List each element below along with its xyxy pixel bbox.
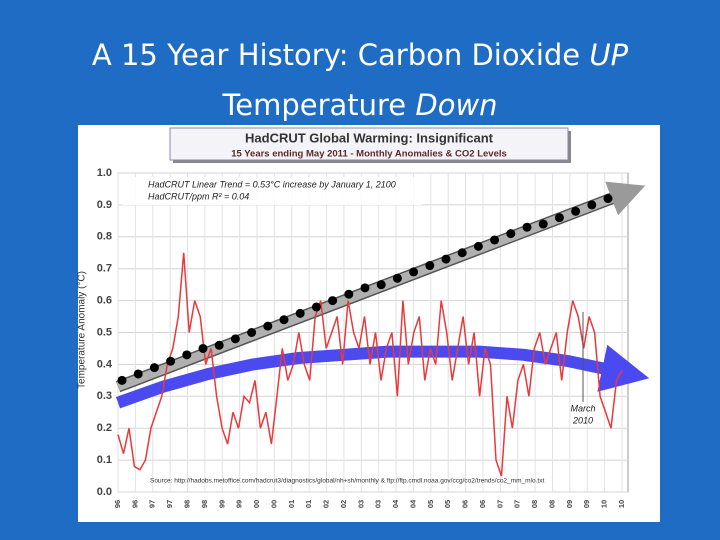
y-tick-label: 0.6 [97, 295, 112, 307]
chart-subtitle: 15 Years ending May 2011 - Monthly Anoma… [231, 149, 507, 160]
co2-dot [538, 219, 548, 229]
title-text: A 15 Year History: Carbon Dioxide [91, 38, 581, 72]
x-tick-label: 09 [582, 500, 591, 508]
x-tick-label: 01 [304, 500, 313, 508]
co2-dot [198, 343, 208, 353]
co2-dot [587, 200, 597, 210]
source-note: Source: http://hadobs.metoffice.com/hadc… [150, 478, 544, 485]
x-tick-label: 97 [148, 500, 157, 508]
co2-dot [247, 328, 257, 337]
annotation: HadCRUT Linear Trend = 0.53°C increase b… [148, 179, 396, 189]
x-tick-label: 10 [600, 500, 609, 508]
x-tick-label: 00 [269, 500, 278, 508]
y-tick-label: 1.0 [97, 167, 112, 179]
co2-dot [441, 254, 451, 264]
x-tick-label: 09 [565, 500, 574, 508]
y-tick-label: 0.2 [97, 422, 112, 434]
y-tick-label: 0.5 [97, 326, 112, 338]
x-tick-label: 06 [461, 500, 470, 508]
x-tick-label: 08 [547, 500, 556, 508]
co2-dot [490, 235, 500, 245]
co2-dot [117, 375, 127, 385]
x-tick-label: 05 [443, 500, 452, 508]
title-emphasis: Down [415, 88, 498, 122]
co2-dot [344, 289, 354, 299]
y-tick-label: 0.8 [97, 231, 112, 243]
x-tick-label: 04 [391, 499, 400, 508]
title-box [169, 127, 569, 161]
co2-dot [214, 340, 224, 350]
annotation: HadCRUT/ppm R² = 0.04 [148, 191, 249, 201]
co2-dot [571, 206, 581, 216]
x-tick-label: 05 [426, 500, 435, 508]
x-tick-label: 00 [252, 500, 261, 508]
title-text: Temperature [222, 88, 407, 122]
slide-title: A 15 Year History: Carbon Dioxide UP Tem… [0, 30, 720, 130]
x-tick-label: 10 [617, 500, 626, 508]
x-tick-label: 99 [235, 500, 244, 508]
x-tick-label: 02 [322, 500, 331, 508]
annotation: March [570, 403, 595, 413]
co2-dot [182, 350, 192, 360]
co2-dot [279, 315, 289, 325]
co2-dot [263, 321, 273, 331]
co2-dot [506, 229, 516, 239]
co2-dot [149, 363, 159, 373]
x-tick-label: 03 [356, 500, 365, 508]
x-tick-label: 96 [113, 500, 122, 508]
x-tick-label: 01 [287, 500, 296, 508]
co2-dot [328, 296, 338, 306]
title-emphasis: UP [589, 38, 629, 72]
curve-trend [115, 344, 650, 409]
co2-dot [457, 248, 467, 258]
x-tick-label: 02 [339, 500, 348, 508]
co2-dot [554, 213, 564, 223]
annotation-box [122, 177, 422, 205]
x-tick-label: 97 [165, 500, 174, 508]
co2-dot [376, 280, 386, 290]
co2-dot [409, 267, 419, 277]
linear-trend [116, 181, 646, 391]
x-tick-label: 07 [513, 500, 522, 508]
y-axis-label: Temperature Anomaly (°C) [77, 271, 88, 389]
co2-dot [392, 273, 402, 283]
co2-dot [230, 334, 240, 344]
co2-dot [166, 356, 176, 366]
y-tick-label: 0.1 [97, 454, 112, 466]
x-tick-label: 03 [374, 500, 383, 508]
y-tick-label: 0.9 [97, 199, 112, 211]
x-tick-label: 06 [478, 500, 487, 508]
x-tick-label: 98 [183, 500, 192, 508]
y-tick-label: 0.0 [97, 486, 112, 498]
y-tick-label: 0.7 [97, 263, 112, 275]
annotation: 2010 [572, 415, 593, 425]
co2-dot [311, 302, 321, 312]
temperature-line [117, 252, 623, 477]
co2-dot [295, 308, 305, 318]
x-tick-label: 99 [217, 500, 226, 508]
x-tick-label: 96 [130, 500, 139, 508]
x-tick-label: 98 [200, 500, 209, 508]
chart-title: HadCRUT Global Warming: Insignificant [245, 130, 494, 145]
y-tick-label: 0.3 [97, 390, 112, 402]
co2-dot [603, 194, 613, 204]
co2-dot [360, 283, 370, 293]
y-tick-label: 0.4 [97, 358, 113, 370]
co2-dot [425, 261, 435, 271]
co2-dot [522, 222, 532, 232]
x-tick-label: 04 [408, 499, 417, 508]
x-tick-label: 08 [530, 500, 539, 508]
co2-dot [133, 369, 143, 379]
x-tick-label: 07 [495, 500, 504, 508]
co2-dot [473, 241, 483, 251]
